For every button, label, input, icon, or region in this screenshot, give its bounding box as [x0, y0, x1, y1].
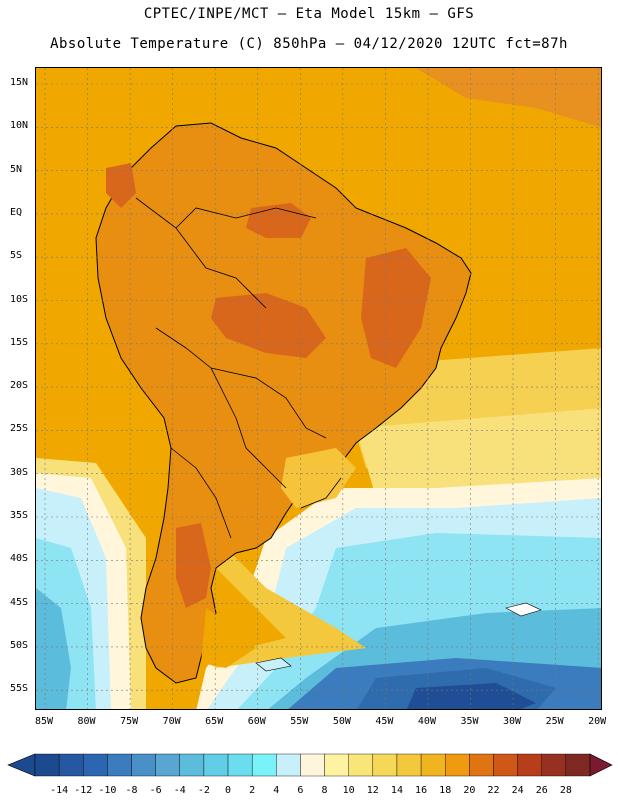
- colorbar-swatch: [58, 753, 84, 777]
- colorbar-swatch: [131, 753, 156, 777]
- colorbar-swatch: [372, 753, 398, 777]
- colorbar-label: 22: [487, 785, 500, 796]
- lon-label: 60W: [247, 716, 266, 727]
- lon-label: 45W: [375, 716, 394, 727]
- colorbar-label: 24: [511, 785, 524, 796]
- colorbar-swatch: [34, 753, 60, 777]
- uruguay-cool-patch: [281, 448, 356, 508]
- lat-label: 55S: [10, 683, 29, 695]
- colorbar-swatch: [324, 753, 349, 777]
- central-brazil-hot-patch: [211, 293, 326, 358]
- colorbar-swatch: [348, 753, 374, 777]
- lat-label: 20S: [10, 380, 29, 392]
- colombia-hot-patch: [106, 163, 136, 208]
- colorbar-label: 6: [297, 785, 304, 796]
- colorbar-swatch: [396, 753, 422, 777]
- south-georgia-island: [505, 602, 542, 617]
- colorbar-swatch: [420, 753, 446, 777]
- atlantic-blue-deep: [406, 683, 536, 709]
- lat-label: 45S: [10, 596, 29, 608]
- falkland-islands: [255, 657, 292, 672]
- colorbar-swatch: [300, 753, 325, 777]
- colorbar-label: -14: [50, 785, 69, 796]
- lat-label: 35S: [10, 510, 29, 521]
- lon-label: 55W: [290, 716, 309, 727]
- colorbar-swatch: [203, 753, 229, 777]
- colorbar-swatch: [179, 753, 205, 777]
- colorbar-swatch: [445, 753, 470, 777]
- lat-label: 50S: [10, 639, 29, 651]
- lat-label: 15N: [10, 77, 29, 88]
- colorbar-swatch: [517, 753, 542, 777]
- colorbar-label: 18: [439, 785, 452, 796]
- colorbar-label: 8: [321, 785, 328, 796]
- colorbar-min-arrow: [7, 753, 36, 777]
- colorbar-swatch: [493, 753, 518, 777]
- colorbar-label: 14: [390, 785, 403, 796]
- colorbar-label: -10: [98, 785, 117, 796]
- colorbar-swatch: [541, 753, 567, 777]
- colorbar-label: 20: [463, 785, 476, 796]
- lon-label: 75W: [120, 716, 139, 727]
- colorbar-swatch: [155, 753, 180, 777]
- lat-label: 10N: [10, 120, 29, 132]
- colorbar-label: -2: [197, 785, 210, 796]
- color-scale-bar: [7, 753, 613, 777]
- colorbar-label: -12: [74, 785, 93, 796]
- colorbar-swatch: [107, 753, 132, 777]
- colorbar-swatch: [227, 753, 253, 777]
- colorbar-label: 26: [535, 785, 548, 796]
- colorbar-label: 2: [249, 785, 256, 796]
- colorbar-swatch: [251, 753, 277, 777]
- lat-label: 40S: [10, 553, 29, 565]
- lon-label: 65W: [205, 716, 224, 727]
- graticule: [36, 68, 601, 709]
- northeast-brazil-hot-patch: [361, 248, 431, 368]
- colorbar-swatch: [276, 753, 301, 777]
- lon-label: 85W: [34, 716, 54, 727]
- colorbar-swatch: [565, 753, 591, 777]
- colorbar-label: 4: [273, 785, 280, 796]
- colorbar-label: 0: [225, 785, 232, 796]
- lat-label: 10S: [10, 293, 29, 305]
- lon-label: 25W: [545, 716, 564, 727]
- colorbar-swatch: [83, 753, 108, 777]
- colorbar-label: 28: [559, 785, 572, 796]
- temperature-map[interactable]: [35, 67, 602, 710]
- lat-label: EQ: [10, 206, 23, 218]
- northeast-warm-patch: [416, 68, 601, 128]
- lat-label: 5S: [10, 250, 23, 262]
- colorbar-label: 10: [342, 785, 355, 796]
- argentina-hot-patch: [176, 523, 211, 608]
- lat-label: 25S: [10, 423, 29, 435]
- country-borders: [135, 197, 342, 539]
- lon-label: 70W: [162, 716, 181, 727]
- colorbar-label: 16: [415, 785, 428, 796]
- colorbar-swatch: [469, 753, 494, 777]
- map-title-line-2: Absolute Temperature (C) 850hPa – 04/12/…: [50, 36, 568, 52]
- temperature-field: [36, 68, 601, 709]
- colorbar-label: -6: [149, 785, 162, 796]
- lon-label: 35W: [460, 716, 479, 727]
- map-title-line-1: CPTEC/INPE/MCT – Eta Model 15km – GFS: [143, 6, 475, 22]
- colorbar-label: -8: [125, 785, 138, 796]
- lon-label: 50W: [332, 716, 351, 727]
- colorbar-label: 12: [366, 785, 379, 796]
- colorbar-max-arrow: [589, 753, 613, 777]
- colorbar-label: -4: [173, 785, 186, 796]
- lat-label: 15S: [10, 336, 29, 348]
- lat-label: 30S: [10, 466, 29, 478]
- lon-label: 40W: [417, 716, 436, 727]
- lon-label: 80W: [77, 716, 96, 727]
- lat-label: 5N: [10, 163, 23, 175]
- lon-label: 30W: [503, 716, 522, 727]
- patagonia-cool-patch: [201, 608, 256, 668]
- lon-label: 20W: [588, 716, 607, 727]
